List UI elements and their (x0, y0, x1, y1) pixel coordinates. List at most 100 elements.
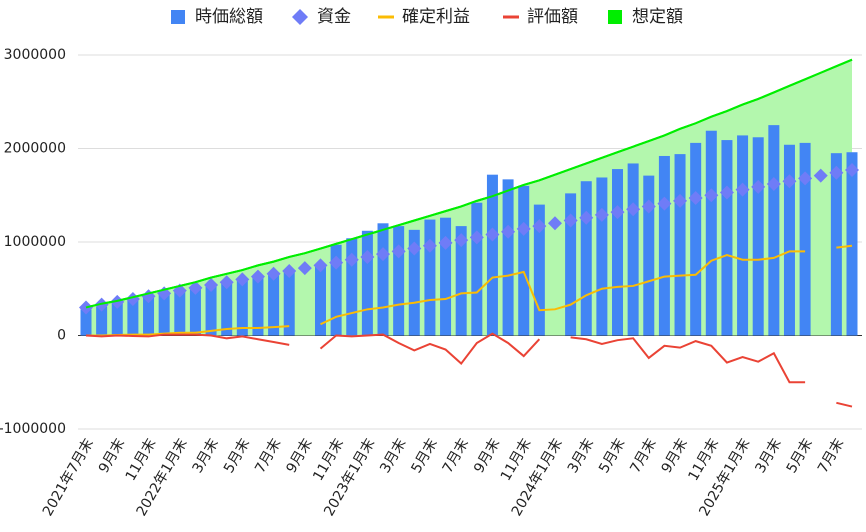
bar (768, 125, 780, 336)
bar (565, 193, 577, 336)
x-tick-label: 9月末 (283, 436, 315, 476)
diamond (751, 179, 766, 194)
diamond (845, 163, 859, 178)
bar (471, 202, 483, 336)
bar (111, 302, 123, 336)
x-tick-label: 3月末 (190, 436, 222, 476)
diamond (454, 233, 469, 248)
diamond (282, 263, 297, 278)
diamond (407, 241, 422, 256)
bar (737, 135, 749, 336)
bar (690, 142, 702, 336)
x-tick-label: 7月末 (815, 436, 847, 476)
bar (268, 272, 280, 336)
diamond (391, 244, 406, 259)
x-tick-label: 7月末 (252, 436, 284, 476)
bar (830, 153, 842, 336)
x-tick-label: 5月末 (596, 436, 628, 476)
bar (361, 230, 373, 336)
bar (533, 204, 545, 336)
diamond (516, 221, 531, 236)
line (836, 244, 853, 249)
bar (393, 226, 405, 336)
line (570, 336, 806, 384)
x-tick-label: 3月末 (752, 436, 784, 476)
diamond (782, 174, 797, 189)
diamond (563, 213, 578, 228)
diamond (735, 182, 750, 197)
diamond (719, 185, 734, 200)
diamond (579, 210, 594, 225)
bar (705, 130, 717, 336)
line (320, 250, 806, 326)
diamond (329, 255, 344, 270)
bar (424, 219, 436, 336)
diamond (438, 235, 453, 250)
bar (596, 177, 608, 336)
bar (440, 217, 452, 336)
area-line (85, 58, 853, 309)
diamond (204, 278, 219, 293)
diamond (360, 249, 375, 264)
bar (799, 142, 811, 336)
x-tick-label: 9月末 (471, 436, 503, 476)
x-tick-label: 7月末 (627, 436, 659, 476)
x-tick-label: 3月末 (565, 436, 597, 476)
line (836, 401, 853, 408)
x-tick-label: 5月末 (221, 436, 253, 476)
bar (346, 238, 358, 336)
bar (502, 179, 514, 336)
diamond (313, 258, 328, 273)
legend-label: 時価総額 (195, 7, 263, 27)
bar (658, 155, 670, 336)
legend-label: 評価額 (527, 7, 578, 27)
bar (174, 289, 186, 336)
bar (846, 152, 858, 336)
bar (330, 244, 342, 336)
bar (252, 275, 264, 336)
diamond (594, 207, 609, 222)
bar (283, 270, 295, 336)
bar (189, 286, 201, 336)
x-tick-label: 9月末 (659, 436, 691, 476)
legend-swatch (608, 10, 622, 24)
diamond (704, 188, 719, 203)
bar (158, 293, 170, 336)
diamond (188, 280, 203, 295)
diamond (813, 168, 828, 183)
diamond (610, 205, 625, 220)
legend-swatch (292, 9, 308, 25)
bar (612, 169, 624, 336)
legend-label: 資金 (317, 7, 351, 27)
bar (627, 163, 639, 336)
x-tick-label: 3月末 (377, 436, 409, 476)
diamond (641, 199, 656, 214)
diamond (766, 177, 781, 192)
bar (643, 175, 655, 336)
bar (236, 278, 248, 336)
bar (221, 282, 233, 336)
diamond (626, 202, 641, 217)
diamond (250, 269, 265, 284)
bar (721, 140, 733, 336)
x-tick-label: 5月末 (409, 436, 441, 476)
bar (486, 174, 498, 336)
diamond (344, 252, 359, 267)
y-tick-label: 1000000 (4, 234, 66, 250)
bar (127, 299, 139, 336)
bar (96, 306, 108, 336)
bar (80, 309, 92, 336)
diamond (547, 216, 562, 231)
bar (143, 296, 155, 336)
x-tick-label: 7月末 (440, 436, 472, 476)
bar (408, 229, 420, 336)
x-tick-label: 5月末 (784, 436, 816, 476)
bar (205, 284, 217, 336)
y-tick-label: 0 (57, 328, 66, 344)
bar (783, 144, 795, 336)
diamond (469, 230, 484, 245)
line (85, 333, 290, 346)
diamond (798, 171, 813, 186)
diamond (422, 238, 437, 253)
